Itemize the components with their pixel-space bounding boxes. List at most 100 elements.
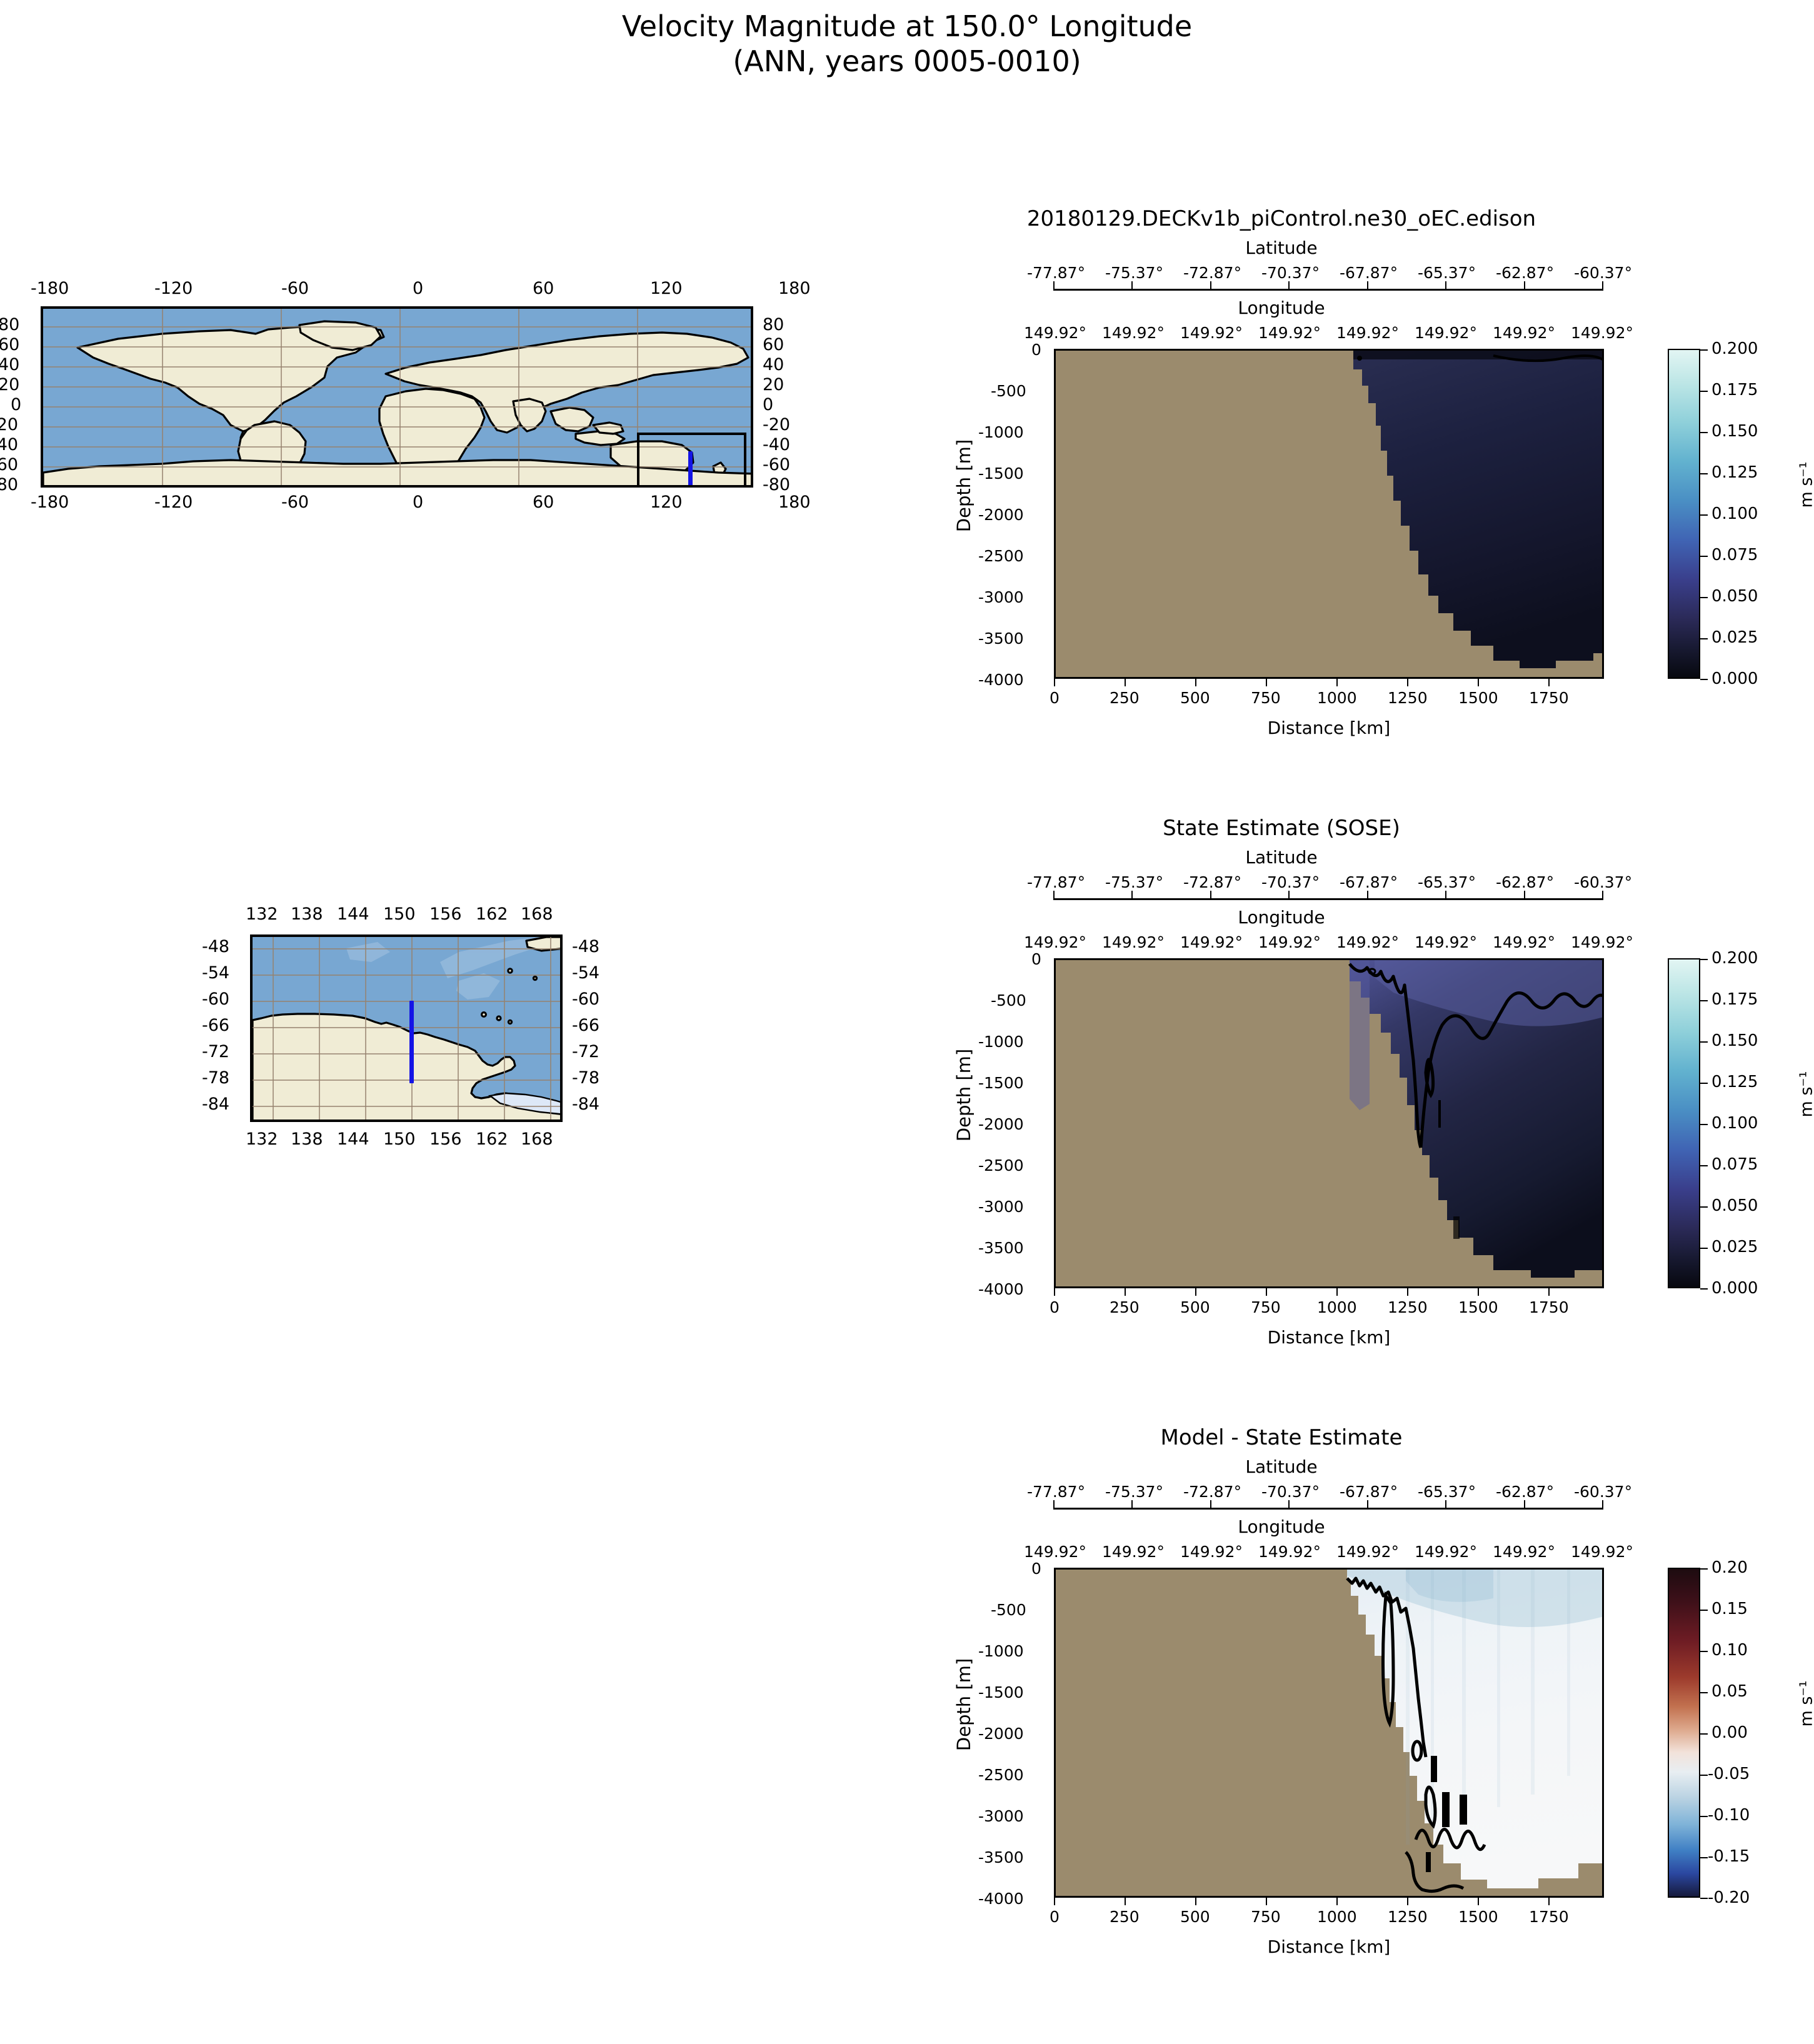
model-colorbar[interactable]	[1668, 349, 1700, 679]
panel-difference-longitude-label: Longitude	[1238, 1516, 1325, 1537]
region-xtick-bot-6: 168	[521, 1130, 553, 1149]
world-ytick-left-4: 0	[11, 395, 22, 414]
world-ytick-left-3: 20	[0, 375, 20, 394]
sose-cb-tick-6: 0.050	[1711, 1196, 1758, 1215]
region-xtick-bot-5: 162	[476, 1130, 508, 1149]
panel-model[interactable]: 20180129.DECKv1b_piControl.ne30_oEC.edis…	[931, 206, 1814, 788]
diff-dist-tickmark-2	[1195, 1898, 1196, 1905]
lat-tick-3: -70.37°	[1261, 264, 1320, 282]
regional-locator-map[interactable]: 132 138 144 150 156 162 168	[202, 904, 599, 1297]
model-cb-dash-5	[1700, 556, 1708, 557]
world-gridline-lon-120	[637, 309, 638, 485]
region-gridline-lon-162	[504, 937, 505, 1120]
diff-depth-tick-1: -500	[991, 1601, 1026, 1619]
world-ytick-right-2: 40	[763, 355, 784, 374]
region-xtick-top-5: 162	[476, 904, 508, 924]
region-ytick-left-2: -60	[202, 989, 230, 1009]
sose-section-plot[interactable]	[1054, 958, 1604, 1288]
sose-lat-tick-1: -75.37°	[1105, 873, 1164, 891]
diff-dist-tick-7: 1750	[1529, 1908, 1569, 1926]
region-xtick-bot-3: 150	[383, 1130, 416, 1149]
lon-tick-7: 149.92°	[1571, 324, 1633, 342]
world-gridline-lat-80	[43, 326, 751, 328]
diff-depth-tick-6: -3000	[978, 1807, 1024, 1825]
region-gridline-lat-m60	[253, 1001, 560, 1002]
diff-lon-tick-6: 149.92°	[1493, 1543, 1555, 1561]
region-gridline-lat-m72	[253, 1053, 560, 1055]
depth-tick-2: -1000	[978, 423, 1024, 441]
sose-depth-tick-7: -3500	[978, 1239, 1024, 1257]
lat-tick-1: -75.37°	[1105, 264, 1164, 282]
panel-difference-distance-label: Distance [km]	[1267, 1936, 1391, 1957]
difference-colorbar[interactable]	[1668, 1568, 1700, 1898]
sose-cb-tick-2: 0.150	[1711, 1031, 1758, 1050]
sose-lat-tick-5: -65.37°	[1418, 873, 1476, 891]
world-gridline-lat-m60	[43, 466, 751, 468]
sose-dist-tick-6: 1500	[1458, 1298, 1498, 1316]
panel-sose-latitude-label: Latitude	[1245, 847, 1318, 868]
diff-dist-tick-3: 750	[1251, 1908, 1281, 1926]
panel-sose-distance-label: Distance [km]	[1267, 1327, 1391, 1348]
sose-cb-tick-5: 0.075	[1711, 1155, 1758, 1174]
sose-dist-tick-5: 1250	[1388, 1298, 1428, 1316]
model-cb-dash-0	[1700, 349, 1708, 351]
sose-lon-tick-0: 149.92°	[1024, 933, 1086, 951]
sose-latitude-axis-spine	[1053, 898, 1603, 900]
lon-tick-4: 149.92°	[1336, 324, 1399, 342]
depth-tick-0: 0	[1031, 341, 1041, 359]
sose-lat-tickmark-1	[1131, 891, 1133, 898]
diff-cb-tick-1: 0.15	[1711, 1600, 1748, 1618]
difference-section-plot[interactable]	[1054, 1568, 1604, 1898]
diff-cb-tick-4: 0.00	[1711, 1723, 1748, 1742]
region-gridline-lat-m78	[253, 1080, 560, 1081]
region-xtick-bot-4: 156	[429, 1130, 462, 1149]
region-highlight-box	[637, 433, 746, 485]
dist-tickmark-5	[1407, 679, 1408, 686]
sose-depth-tick-2: -1000	[978, 1033, 1024, 1051]
region-gridline-lon-138	[319, 937, 320, 1120]
diff-lat-tickmark-1	[1131, 1500, 1133, 1508]
sose-lat-tickmark-5	[1445, 891, 1446, 898]
world-xtick-bot-2: -60	[281, 493, 309, 512]
region-map-frame[interactable]	[250, 934, 563, 1122]
diff-dist-tick-4: 1000	[1317, 1908, 1357, 1926]
diff-cb-dash-1	[1700, 1610, 1708, 1611]
model-section-plot[interactable]	[1054, 349, 1604, 679]
diff-depth-tick-2: -1000	[978, 1642, 1024, 1660]
depth-tick-5: -2500	[978, 547, 1024, 565]
model-cb-dash-3	[1700, 473, 1708, 474]
sose-lat-tickmark-3	[1288, 891, 1290, 898]
diff-cb-dash-0	[1700, 1568, 1708, 1570]
lat-tickmark-1	[1131, 281, 1133, 289]
sose-cb-dash-1	[1700, 1000, 1708, 1001]
lon-tick-6: 149.92°	[1493, 324, 1555, 342]
world-xtick-bot-3: 0	[413, 493, 424, 512]
world-map-frame[interactable]	[41, 306, 753, 488]
world-gridline-lat-60	[43, 346, 751, 348]
dist-tickmark-6	[1478, 679, 1479, 686]
depth-tick-4: -2000	[978, 506, 1024, 524]
panel-sose[interactable]: State Estimate (SOSE) Latitude -77.87° -…	[931, 816, 1814, 1397]
lon-tick-2: 149.92°	[1180, 324, 1243, 342]
lon-tick-1: 149.92°	[1102, 324, 1165, 342]
world-ytick-right-1: 60	[763, 335, 784, 354]
world-ytick-left-5: -20	[0, 415, 19, 434]
model-cb-dash-7	[1700, 638, 1708, 639]
depth-tick-6: -3000	[978, 588, 1024, 606]
region-gridline-lon-168	[550, 937, 551, 1120]
diff-lat-tickmark-3	[1288, 1500, 1290, 1508]
region-coastlines	[253, 937, 560, 1120]
dist-tick-6: 1500	[1458, 689, 1498, 707]
region-ytick-left-3: -66	[202, 1016, 230, 1035]
diff-dist-tickmark-3	[1266, 1898, 1267, 1905]
dist-tick-2: 500	[1180, 689, 1210, 707]
panel-sose-longitude-label: Longitude	[1238, 907, 1325, 928]
panel-difference[interactable]: Model - State Estimate Latitude -77.87° …	[931, 1425, 1814, 2006]
global-locator-map[interactable]: -180 -120 -60 0 60 120 180	[0, 279, 811, 669]
world-gridline-lat-m40	[43, 446, 751, 448]
diff-lon-tick-3: 149.92°	[1258, 1543, 1321, 1561]
sose-dist-tick-1: 250	[1110, 1298, 1140, 1316]
depth-tick-3: -1500	[978, 464, 1024, 483]
sose-colorbar[interactable]	[1668, 958, 1700, 1288]
sose-cb-dash-7	[1700, 1248, 1708, 1249]
